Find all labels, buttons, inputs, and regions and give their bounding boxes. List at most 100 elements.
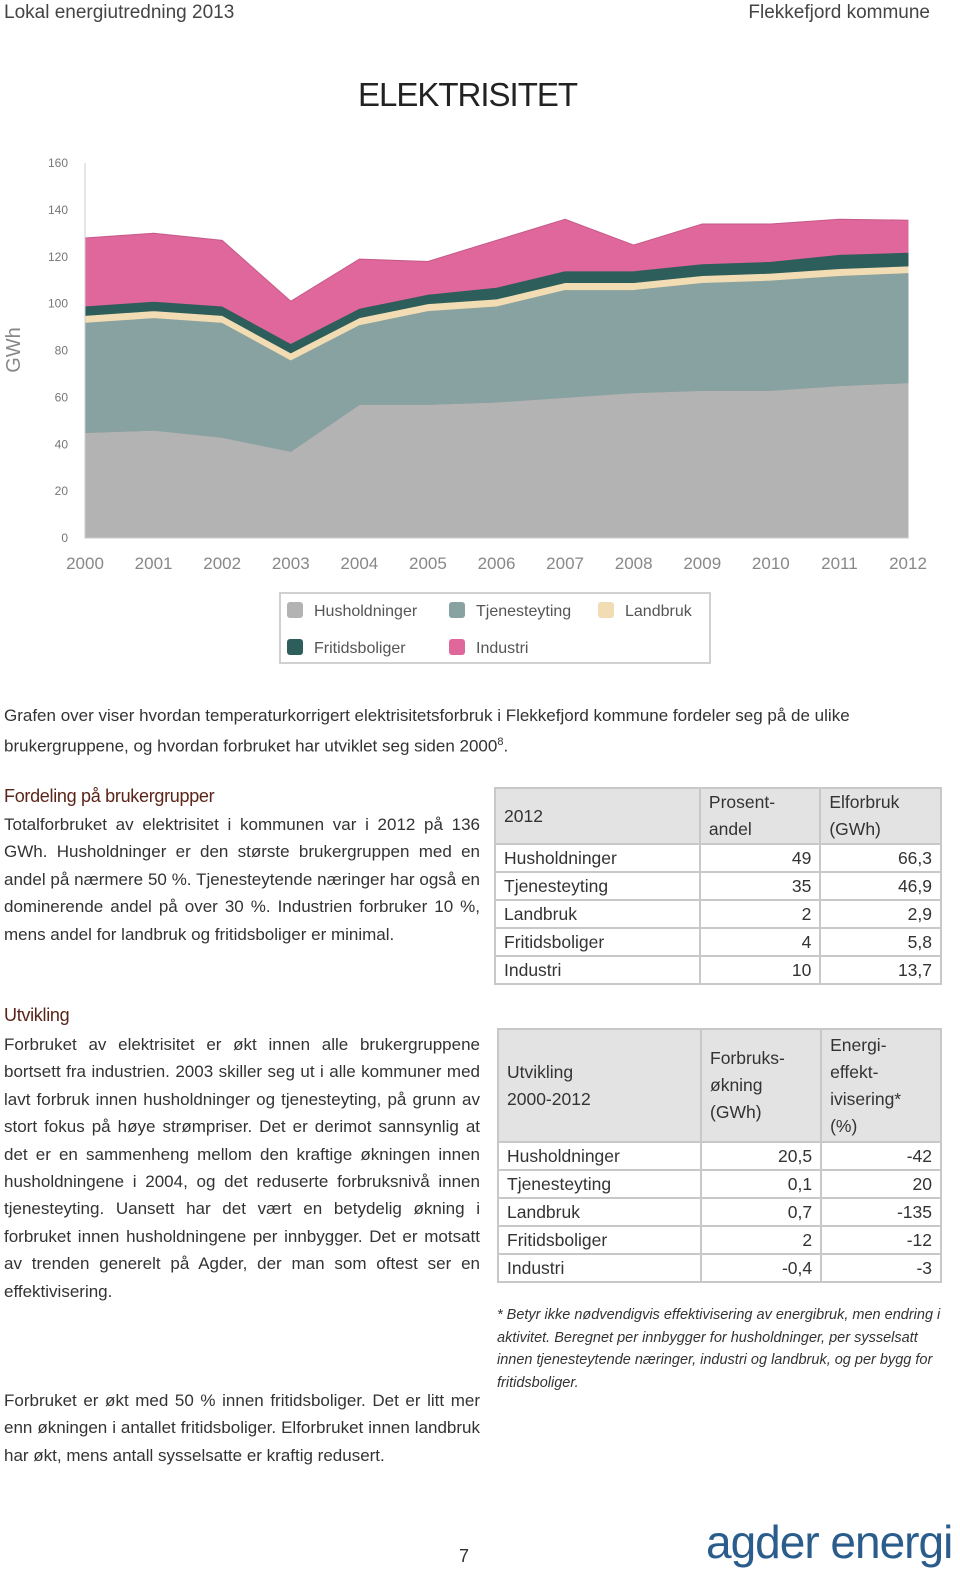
intro: Grafen over viser hvordan temperaturkorr… — [4, 706, 850, 757]
legend-swatch — [287, 639, 303, 655]
legend-swatch — [598, 602, 614, 618]
cell: Fritidsboliger — [494, 927, 701, 957]
cell: 0,7 — [699, 1197, 823, 1227]
x-tick-label: 2011 — [821, 554, 858, 573]
cell: -0,4 — [699, 1253, 823, 1283]
area-edge — [84, 218, 909, 302]
y-tick-label: 100 — [48, 297, 68, 311]
row: Fritidsboliger 4 5,8 — [494, 927, 942, 957]
header-right: Flekkefjord kommune — [748, 2, 930, 23]
area — [84, 218, 909, 345]
cell: 2 — [698, 899, 822, 929]
header-cell: Utvikling 2000-2012 — [497, 1028, 702, 1143]
cell: Industri — [494, 955, 701, 985]
row: Husholdninger 20,5 -42 — [497, 1141, 942, 1171]
cell: 20 — [820, 1169, 942, 1199]
y-axis-label: GWh — [3, 327, 25, 373]
cell: -135 — [820, 1197, 942, 1227]
cell: 0,1 — [699, 1169, 823, 1199]
row: Fritidsboliger 2 -12 — [497, 1225, 942, 1255]
x-tick-label: 2008 — [615, 554, 653, 573]
header-cell: Prosent- andel — [698, 787, 822, 845]
row: Husholdninger 49 66,3 — [494, 843, 942, 873]
cell: Husholdninger — [494, 843, 701, 873]
logo: agder energi — [706, 1516, 953, 1568]
header-cell: Energi- effekt- ivisering* (%) — [820, 1028, 942, 1143]
legend-swatch — [287, 602, 303, 618]
footnote: * Betyr ikke nødvendigvis effektiviserin… — [497, 1307, 941, 1391]
legend-label: Tjenesteyting — [476, 603, 571, 620]
page-title: ELEKTRISITET — [357, 76, 578, 113]
cell: 13,7 — [819, 955, 942, 985]
x-tick-label: 2001 — [135, 554, 173, 573]
x-tick-label: 2005 — [409, 554, 447, 573]
row: Industri -0,4 -3 — [497, 1253, 942, 1283]
cell: Husholdninger — [497, 1141, 702, 1171]
y-tick-label: 80 — [55, 344, 69, 358]
y-tick-label: 160 — [48, 156, 68, 170]
page-number: 7 — [459, 1546, 470, 1566]
header-row: Utvikling 2000-2012 Forbruks- økning (GWh… — [497, 1028, 942, 1143]
x-tick-label: 2002 — [203, 554, 241, 573]
paragraph: Forbruket er økt med 50 % innen fritidsb… — [4, 1391, 480, 1465]
cell: 46,9 — [819, 871, 942, 901]
row: Industri 10 13,7 — [494, 955, 942, 985]
cell: -3 — [820, 1253, 942, 1283]
header-left: Lokal energiutredning 2013 — [4, 2, 235, 23]
cell: Landbruk — [497, 1197, 702, 1227]
section-heading: Utvikling — [4, 1005, 70, 1025]
y-tick-label: 20 — [55, 484, 69, 498]
cell: 4 — [698, 927, 822, 957]
cell: Industri — [497, 1253, 702, 1283]
y-tick-label: 0 — [61, 531, 68, 545]
x-tick-label: 2004 — [340, 554, 378, 573]
cell: 10 — [698, 955, 822, 985]
legend-label: Fritidsboliger — [314, 640, 406, 657]
row: Landbruk 0,7 -135 — [497, 1197, 942, 1227]
cell: 2,9 — [819, 899, 942, 929]
cell: 20,5 — [699, 1141, 823, 1171]
chart: GWh 0 20 40 60 80 100 120 140 160 2000 2001 2002 200… — [3, 156, 927, 664]
header-cell: Forbruks- økning (GWh) — [699, 1028, 823, 1143]
cell: 49 — [698, 843, 822, 873]
row: Tjenesteyting 0,1 20 — [497, 1169, 942, 1199]
x-tick-label: 2007 — [546, 554, 584, 573]
x-tick-label: 2009 — [683, 554, 721, 573]
y-tick-label: 120 — [48, 250, 68, 264]
paragraph: Totalforbruket av elektrisitet i kommune… — [4, 815, 480, 944]
header-cell: Elforbruk (GWh) — [819, 787, 942, 845]
legend-swatch — [449, 639, 465, 655]
intro-end: . — [503, 737, 509, 757]
cell: 5,8 — [819, 927, 942, 957]
y-tick-label: 40 — [55, 437, 69, 451]
cell: Landbruk — [494, 899, 701, 929]
cell: Tjenesteyting — [494, 871, 701, 901]
y-tick-label: 140 — [48, 203, 68, 217]
row: Landbruk 2 2,9 — [494, 899, 942, 929]
cell: 2 — [699, 1225, 823, 1255]
y-tick-label: 60 — [55, 390, 69, 404]
legend-swatch — [449, 602, 465, 618]
table-2012: 2012 Prosent- andel Elforbruk (GWh) Hushold… — [494, 787, 942, 985]
x-tick-label: 2000 — [66, 554, 104, 573]
header-cell: 2012 — [494, 787, 701, 845]
intro-text: Grafen over viser hvordan temperaturkorr… — [4, 702, 934, 760]
x-tick-label: 2003 — [272, 554, 310, 573]
x-tick-label: 2006 — [478, 554, 516, 573]
header-row: 2012 Prosent- andel Elforbruk (GWh) — [494, 787, 942, 845]
cell: -42 — [820, 1141, 942, 1171]
section-heading: Fordeling på brukergrupper — [4, 786, 215, 806]
cell: 66,3 — [819, 843, 942, 873]
row: Tjenesteyting 35 46,9 — [494, 871, 942, 901]
cell: Fritidsboliger — [497, 1225, 702, 1255]
legend-box — [279, 592, 711, 664]
cell: Tjenesteyting — [497, 1169, 702, 1199]
cell: -12 — [820, 1225, 942, 1255]
cell: 35 — [698, 871, 822, 901]
legend-label: Landbruk — [625, 603, 693, 620]
footnote-ref: 8 — [497, 736, 504, 749]
paragraph: Forbruket av elektrisitet er økt innen a… — [4, 1035, 480, 1301]
table-development: Utvikling 2000-2012 Forbruks- økning (GWh… — [497, 1028, 942, 1283]
x-tick-label: 2012 — [889, 554, 927, 573]
